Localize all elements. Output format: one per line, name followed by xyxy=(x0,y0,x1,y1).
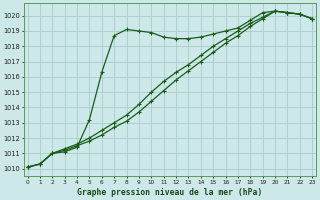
X-axis label: Graphe pression niveau de la mer (hPa): Graphe pression niveau de la mer (hPa) xyxy=(77,188,262,197)
